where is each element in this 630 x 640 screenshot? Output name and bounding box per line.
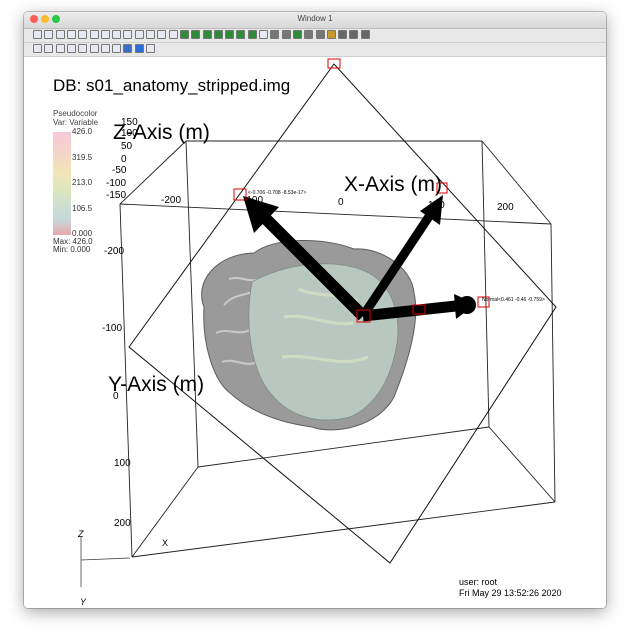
music-icon[interactable] [338,30,348,39]
cube-icon[interactable] [123,44,133,53]
pick-icon[interactable] [89,44,99,53]
green-block-icon[interactable] [202,30,212,39]
sphere-icon[interactable] [134,44,144,53]
x-tick: 0 [338,197,344,208]
ruler-icon[interactable] [146,44,155,53]
close-button[interactable] [30,15,38,23]
pencil-icon[interactable] [112,44,122,53]
y-tick: -100 [102,323,123,334]
zoom-icon[interactable] [44,44,54,53]
x-tick: 100 [428,200,445,211]
reload-icon[interactable] [78,30,88,39]
legend-tick: 0.000 [72,229,93,238]
brain-volume [201,239,417,431]
triad-x-label: X [162,538,169,548]
z-axis-title: Z-Axis (m) [113,121,210,144]
print-icon[interactable] [66,30,76,39]
triad-y-label: Y [80,597,87,607]
toggle-icon[interactable] [89,30,99,39]
green-block-icon[interactable] [236,30,246,39]
new-window-icon[interactable] [33,30,42,39]
plane-handles[interactable] [233,58,490,323]
legend-title: Pseudocolor [53,109,98,118]
animation-icon[interactable] [259,30,268,39]
y-tick: 200 [114,518,131,529]
legend-tick: 426.0 [72,127,93,136]
grid-icon[interactable] [100,30,110,39]
green-block-icon[interactable] [247,30,257,39]
legend-min: Min: 0.000 [53,245,91,254]
sliders-icon[interactable] [123,30,133,39]
legend-max: Max: 426.0 [53,237,93,246]
slice-plane[interactable] [128,63,557,564]
title-bar[interactable]: Window 1 [24,12,606,29]
green-block-icon[interactable] [191,30,201,39]
legend-tick: 106.5 [72,204,93,213]
axis-triad [80,537,131,587]
z-tick: -50 [112,165,127,176]
z-tick: 50 [121,141,133,152]
pick-icon[interactable] [78,44,88,53]
x-axis-title: X-Axis (m) [344,173,442,196]
render-viewport[interactable]: DB: s01_anatomy_stripped.img Pseudocolor… [24,57,606,608]
bounding-box [119,140,556,558]
plane-tool-arrows[interactable] [243,195,476,322]
user-label: user: root [459,577,498,587]
table-icon[interactable] [112,30,122,39]
navigate-icon[interactable] [33,44,42,53]
save-icon[interactable] [55,30,65,39]
green-block-icon[interactable] [179,30,189,39]
y-tick: 100 [114,458,131,469]
x-tick: 200 [497,202,514,213]
green-block-icon[interactable] [213,30,223,39]
visit-window: Window 1 [24,12,606,608]
legend-tick: 213.0 [72,178,93,187]
window-title: Window 1 [297,14,333,23]
z-tick: 150 [121,117,138,128]
step-forward-icon[interactable] [304,30,314,39]
pick-icon[interactable] [66,44,76,53]
plane-origin-label: <-0.706 -0.708 -8.53e-17> [248,190,307,196]
settings-icon[interactable] [326,30,336,39]
legend-colorbar [53,132,71,235]
x-tick: -200 [161,195,182,206]
music-icon[interactable] [349,30,359,39]
legend-tick: 319.5 [72,153,93,162]
play-icon[interactable] [292,30,302,39]
z-tick: 100 [121,128,138,139]
legend-variable: Var: Variable [53,118,99,127]
dataset-icon[interactable] [157,30,167,39]
zoom-button[interactable] [52,15,60,23]
minimize-button[interactable] [41,15,49,23]
toolbar-primary [24,29,606,43]
triad-z-label: Z [78,529,84,539]
plane-normal-label: Normal<0.461 -0.46 -0.759> [482,297,545,303]
z-tick: -100 [106,178,127,189]
open-file-icon[interactable] [44,30,54,39]
z-tick: 0 [121,154,127,165]
y-tick: 0 [113,391,119,402]
z-tick: -200 [104,246,125,257]
y-axis-title: Y-Axis (m) [108,373,205,396]
next-frame-icon[interactable] [315,30,325,39]
z-tick: -150 [106,190,127,201]
lineout-icon[interactable] [100,44,110,53]
x-tick: -100 [243,195,264,206]
database-label: DB: s01_anatomy_stripped.img [53,76,291,95]
tree-icon[interactable] [146,30,155,39]
prev-frame-icon[interactable] [270,30,280,39]
green-block-icon[interactable] [225,30,235,39]
plot-icon[interactable] [134,30,144,39]
timestamp: Fri May 29 13:52:26 2020 [459,588,562,598]
music-icon[interactable] [360,30,370,39]
toolbar-secondary [24,43,606,57]
chart-icon[interactable] [168,30,178,39]
pick-icon[interactable] [55,44,65,53]
scene-canvas [80,58,557,587]
step-back-icon[interactable] [281,30,291,39]
